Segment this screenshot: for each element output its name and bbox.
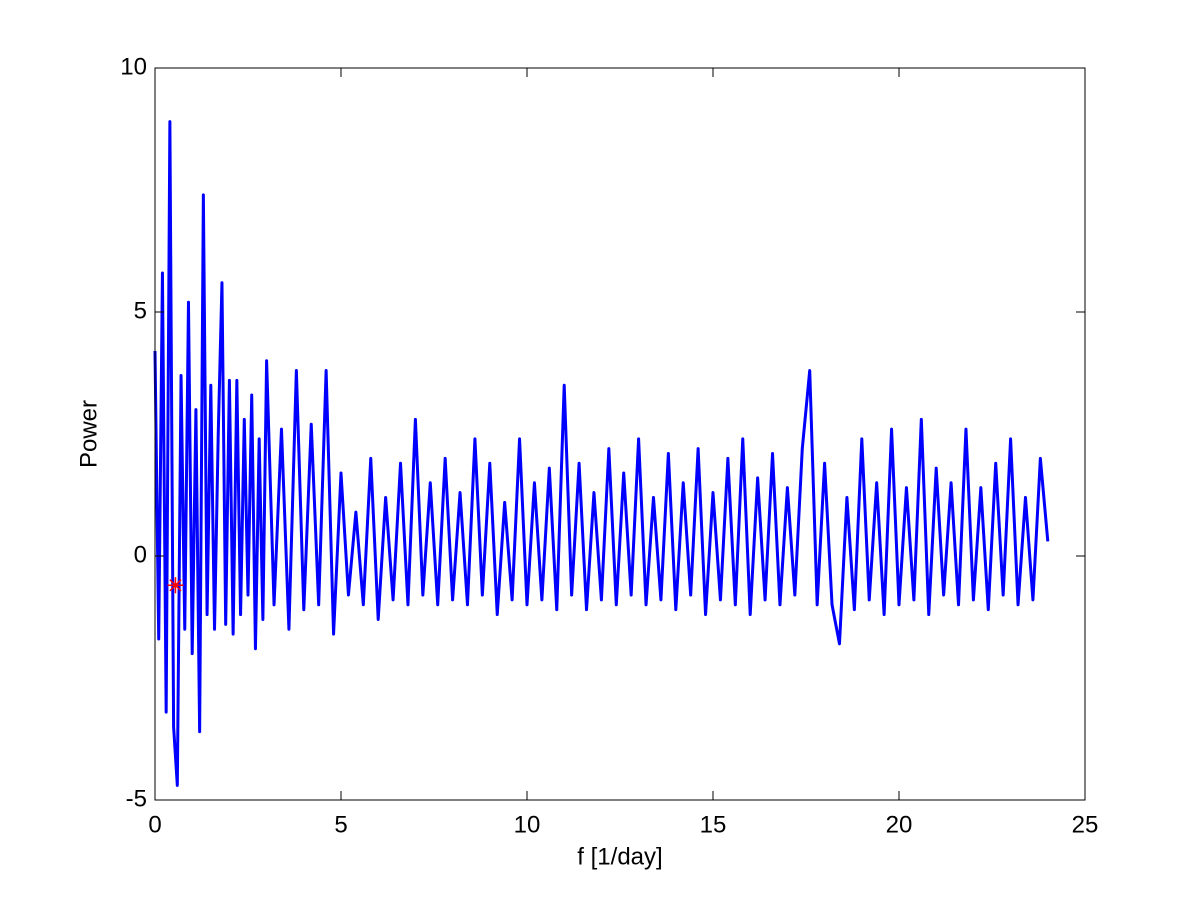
- y-tick-label: 5: [134, 297, 147, 324]
- y-tick-label: -5: [126, 785, 147, 812]
- x-tick-label: 0: [148, 811, 161, 838]
- x-tick-label: 5: [334, 811, 347, 838]
- plot-frame: [154, 67, 1086, 801]
- x-tick-label: 10: [514, 811, 541, 838]
- x-tick-label: 15: [700, 811, 727, 838]
- star-marker: [167, 577, 184, 594]
- x-axis-label: f [1/day]: [577, 843, 662, 870]
- x-tick-label: 20: [886, 811, 913, 838]
- y-tick-label: 0: [134, 541, 147, 568]
- data-line: [153, 120, 1050, 787]
- y-axis-label: Power: [75, 400, 102, 468]
- y-tick-label: 10: [120, 53, 147, 80]
- x-tick-label: 25: [1072, 811, 1099, 838]
